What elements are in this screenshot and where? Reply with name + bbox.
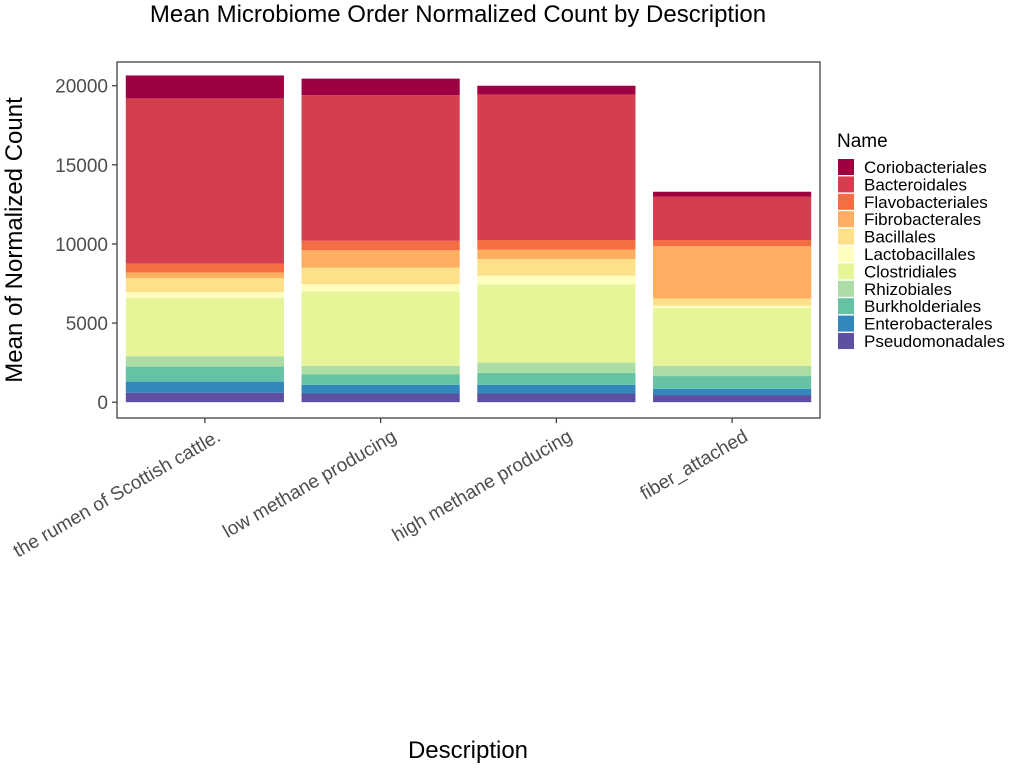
legend-swatch [838,263,854,280]
plot-border [116,61,821,419]
bar-segment [125,263,284,273]
bar-segment [301,284,460,292]
legend-swatch [838,298,854,315]
x-axis: the rumen of Scottish cattle.low methane… [10,418,752,562]
bar-segment [125,272,284,278]
bar-segment [477,249,636,259]
bar-segment [477,94,636,241]
legend-label: Rhizobiales [864,280,952,299]
bar-segment [653,298,812,306]
bar-segment [301,393,460,403]
bar-segment [653,305,812,309]
legend-swatch [838,176,854,193]
bar-segment [653,246,812,299]
bar-segment [301,267,460,285]
y-tick-label: 15000 [55,156,108,177]
bar-segment [653,365,812,377]
bar-segment [125,366,284,382]
bar-segment [653,395,812,403]
bar-segment [301,384,460,394]
bar-segment [125,75,284,99]
legend-swatch [838,315,854,332]
legend-title: Name [837,131,888,152]
bar-segment [653,240,812,247]
y-axis: 0 5000 10000 15000 20000 [55,77,117,414]
legend-label: Clostridiales [864,262,957,281]
bar-segment [477,240,636,250]
bar-segment [477,258,636,276]
legend-swatch [838,159,854,175]
x-tick-label: high methane producing [389,426,576,546]
x-axis-title: Description [408,737,528,764]
x-tick-label: low methane producing [219,426,400,542]
bar-segment [653,196,812,240]
bar-segment [301,291,460,366]
bar-segment [125,381,284,393]
bar-segment [125,292,284,298]
bar-segment [477,362,636,373]
bar-segment [653,308,812,366]
legend-label: Fibrobacterales [864,210,981,229]
legend-label: Pseudomonadales [864,332,1005,351]
legend-label: Bacillales [864,228,936,247]
bar-segment [301,95,460,241]
y-tick-label: 20000 [55,77,108,98]
legend-swatch [838,193,854,210]
bar-segment [301,250,460,268]
legend-swatch [838,228,854,245]
bar-segment [653,191,812,197]
y-axis-title: Mean of Normalized Count [1,97,28,383]
bar-segment [125,356,284,367]
bar-segment [125,98,284,264]
bar-segment [301,374,460,385]
x-tick-label: the rumen of Scottish cattle. [10,426,224,562]
bar-segment [301,365,460,375]
bar-segment [125,277,284,293]
bar-segment [301,240,460,251]
legend: Name CoriobacterialesBacteroidalesFlavob… [837,131,1005,351]
y-tick-label: 5000 [66,314,108,335]
bar-segment [301,78,460,96]
bar-segment [477,275,636,285]
bar-segment [125,392,284,403]
legend-label: Enterobacterales [864,315,993,334]
legend-swatch [838,333,854,349]
plot-area [125,75,812,403]
bar-segment [477,284,636,363]
legend-label: Burkholderiales [864,297,981,316]
bar-segment [125,297,284,357]
legend-label: Lactobacillales [864,245,976,264]
bar-segment [477,384,636,394]
legend-swatch [838,280,854,297]
chart-title: Mean Microbiome Order Normalized Count b… [150,1,766,28]
y-tick-label: 10000 [55,235,108,256]
legend-swatch [838,246,854,262]
legend-label: Coriobacteriales [864,158,987,177]
y-tick-label: 0 [97,393,108,414]
legend-swatch [838,211,854,228]
bar-segment [653,388,812,396]
bar-segment [477,393,636,403]
x-tick-label: fiber_attached [637,426,752,504]
bar-segment [653,376,812,389]
legend-label: Bacteroidales [864,175,967,194]
bar-segment [477,85,636,95]
legend-label: Flavobacteriales [864,193,988,212]
bar-segment [477,372,636,385]
